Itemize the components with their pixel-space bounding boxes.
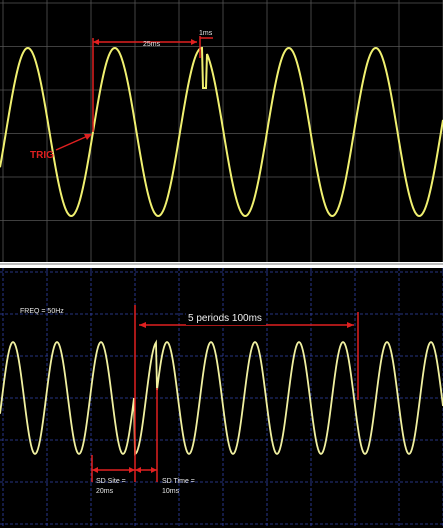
page: {"top_panel": {"interval_label": "25ms",… [0,0,443,528]
interval-label: 25ms [143,41,161,48]
site-label: SD Site = [96,478,126,485]
frequency-label: FREQ = 50Hz [20,308,64,315]
site-label: 20ms [96,488,114,495]
oscilloscope-screens: 25ms 1ms TRIG FREQ = 50Hz 5 periods 100m… [0,0,443,528]
time-label: 10ms [162,488,180,495]
trigger-label: TRIG [30,150,54,161]
span-label: 5 periods 100ms [188,313,262,324]
top-screen [0,0,443,262]
time-label: SD Time = [162,478,195,485]
glitch-label: 1ms [199,30,213,37]
